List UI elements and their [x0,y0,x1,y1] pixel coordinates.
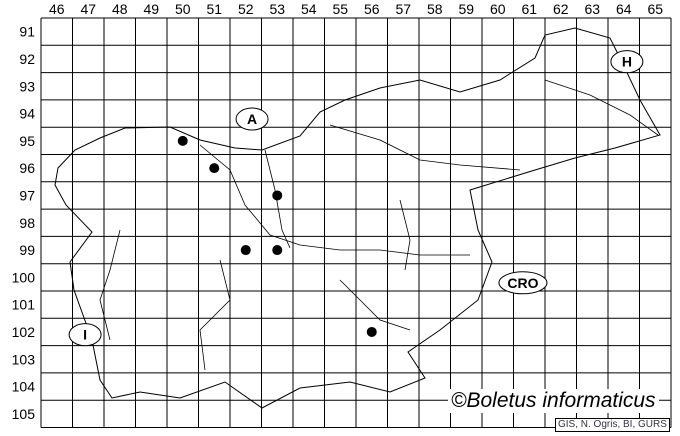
column-labels: 46 47 48 49 50 51 52 53 54 55 56 57 58 59 60 61 62 63 64 65 [49,1,663,17]
country-code: CRO [507,275,538,291]
column-label: 65 [647,1,663,17]
record-point [366,326,377,337]
rivers [99,79,659,371]
copyright-text: ©Boletus informaticus [448,389,659,413]
country-border [54,27,661,409]
column-label: 56 [364,1,380,17]
row-label: 96 [19,160,35,176]
column-label: 59 [458,1,474,17]
column-label: 50 [175,1,191,17]
row-label: 92 [19,51,35,67]
row-label: 105 [12,406,36,422]
country-code: A [247,111,257,127]
column-label: 57 [395,1,411,17]
record-points [177,135,377,337]
record-point [240,245,251,256]
column-label: 52 [238,1,254,17]
column-label: 63 [584,1,600,17]
row-label: 102 [12,324,36,340]
column-label: 53 [269,1,285,17]
country-label-cro: CRO [498,271,548,295]
country-ellipse [68,323,102,347]
row-label: 97 [19,187,35,203]
column-label: 58 [427,1,443,17]
record-point [272,190,283,201]
row-label: 95 [19,133,35,149]
column-label: 62 [553,1,569,17]
row-label: 100 [12,269,36,285]
row-label: 99 [19,242,35,258]
row-label: 94 [19,106,35,122]
country-code: I [83,327,87,343]
record-point [272,245,283,256]
country-ellipse [498,271,548,295]
row-label: 98 [19,215,35,231]
country-label-i: I [68,323,102,347]
row-label: 93 [19,78,35,94]
column-label: 55 [332,1,348,17]
column-label: 64 [616,1,632,17]
record-point [209,163,220,174]
column-label: 51 [206,1,222,17]
country-ellipse [235,107,269,131]
column-label: 49 [143,1,159,17]
row-label: 104 [12,379,36,395]
country-label-a: A [235,107,269,131]
column-label: 54 [301,1,317,17]
column-label: 48 [112,1,128,17]
country-code: H [622,54,632,70]
grid-lines [40,17,672,428]
column-label: 60 [490,1,506,17]
column-label: 46 [49,1,65,17]
row-label: 91 [19,24,35,40]
record-point [177,135,188,146]
row-labels: 91 92 93 94 95 96 97 98 99 100 101 102 103 104 105 [12,24,36,422]
country-ellipse [610,50,644,74]
column-label: 47 [80,1,96,17]
row-label: 101 [12,297,36,313]
row-label: 103 [12,351,36,367]
country-label-h: H [610,50,644,74]
source-credit: GIS, N. Ogris, BI, GURS [555,418,670,432]
column-label: 61 [521,1,537,17]
